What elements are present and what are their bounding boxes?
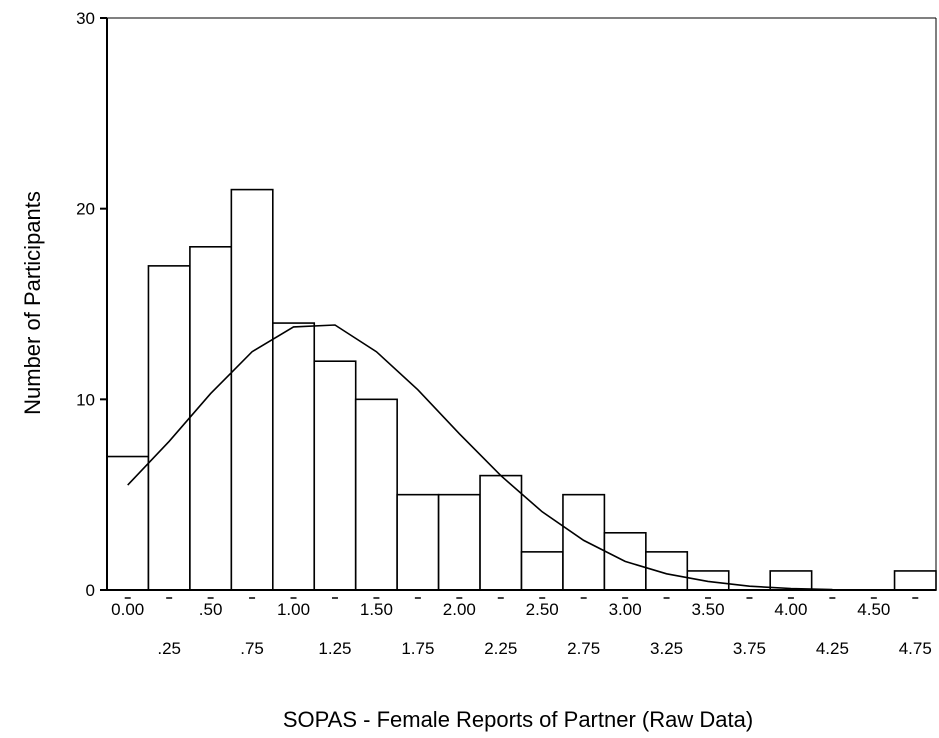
x-tick-label: 3.00 xyxy=(609,600,642,619)
y-ticks-group: 0 10 20 30 xyxy=(76,9,107,600)
x-tick-label: 2.25 xyxy=(484,639,517,658)
x-tick-label: 4.00 xyxy=(774,600,807,619)
x-axis-title: SOPAS - Female Reports of Partner (Raw D… xyxy=(283,707,753,732)
histogram-bar xyxy=(106,455,150,591)
x-tick-label: 1.75 xyxy=(401,639,434,658)
histogram-bar xyxy=(271,322,316,591)
x-tick-label: 1.00 xyxy=(277,600,310,619)
histogram-bar xyxy=(313,360,357,591)
x-tick-label: 2.00 xyxy=(443,600,476,619)
x-tick-label: 4.50 xyxy=(857,600,890,619)
x-tick-label: 4.25 xyxy=(816,639,849,658)
histogram-bar xyxy=(562,493,606,591)
histogram-bar xyxy=(230,188,274,591)
x-tick-label: 3.25 xyxy=(650,639,683,658)
histogram-bar xyxy=(686,570,730,591)
x-tick-label: .25 xyxy=(157,639,181,658)
histogram-bar xyxy=(893,570,937,591)
y-tick-label: 0 xyxy=(86,581,95,600)
histogram-bar xyxy=(520,551,564,591)
histogram-bar xyxy=(354,398,398,591)
x-tick-label: 3.75 xyxy=(733,639,766,658)
bars-group xyxy=(106,188,937,591)
x-tick-label: .50 xyxy=(199,600,223,619)
histogram-bar xyxy=(437,493,481,591)
x-tick-label: 3.50 xyxy=(691,600,724,619)
histogram-bar xyxy=(147,265,191,591)
x-tick-label: 4.75 xyxy=(899,639,932,658)
y-tick-label: 10 xyxy=(76,390,95,409)
y-axis-title: Number of Participants xyxy=(20,191,45,415)
histogram-bar xyxy=(189,246,233,591)
y-tick-label: 30 xyxy=(76,9,95,28)
normal-curve xyxy=(127,324,833,591)
x-tick-label: 1.50 xyxy=(360,600,393,619)
x-tick-label: 2.75 xyxy=(567,639,600,658)
histogram-bar xyxy=(645,551,689,591)
x-tick-label: .75 xyxy=(240,639,264,658)
histogram-bar xyxy=(479,474,523,591)
y-tick-label: 20 xyxy=(76,200,95,219)
histogram-bar xyxy=(396,493,440,591)
x-tick-label: 1.25 xyxy=(318,639,351,658)
x-tick-label: 0.00 xyxy=(111,600,144,619)
x-ticks-group: 0.00 .25 .50 .75 1.00 1.25 1.50 1.75 2.00 2.25 2.5… xyxy=(111,597,932,658)
x-tick-label: 2.50 xyxy=(526,600,559,619)
